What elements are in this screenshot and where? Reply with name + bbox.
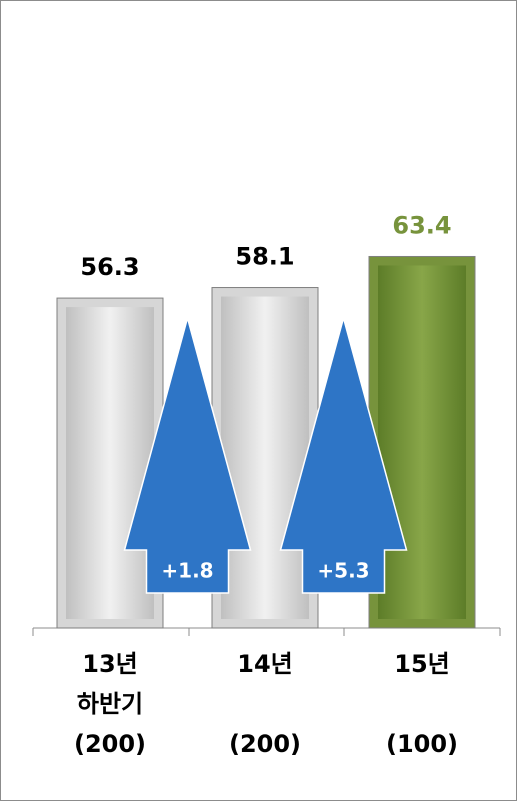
change-arrow [279,315,408,594]
bar-bevel [378,265,466,619]
sample-size-label: (200) [228,730,302,758]
change-label: +1.8 [161,559,213,583]
value-label: 58.1 [235,243,294,271]
category-label: 15년 [394,650,450,678]
bar-bevel [221,296,309,619]
value-label: 56.3 [80,253,139,281]
change-label: +5.3 [317,559,369,583]
change-arrow [123,315,252,594]
category-label: 13년 하반기 [76,650,144,718]
sample-size-label: (200) [73,730,147,758]
bar-bevel [66,307,154,619]
value-label: 63.4 [392,211,451,239]
category-label: 14년 [237,650,293,678]
sample-size-label: (100) [385,730,459,758]
